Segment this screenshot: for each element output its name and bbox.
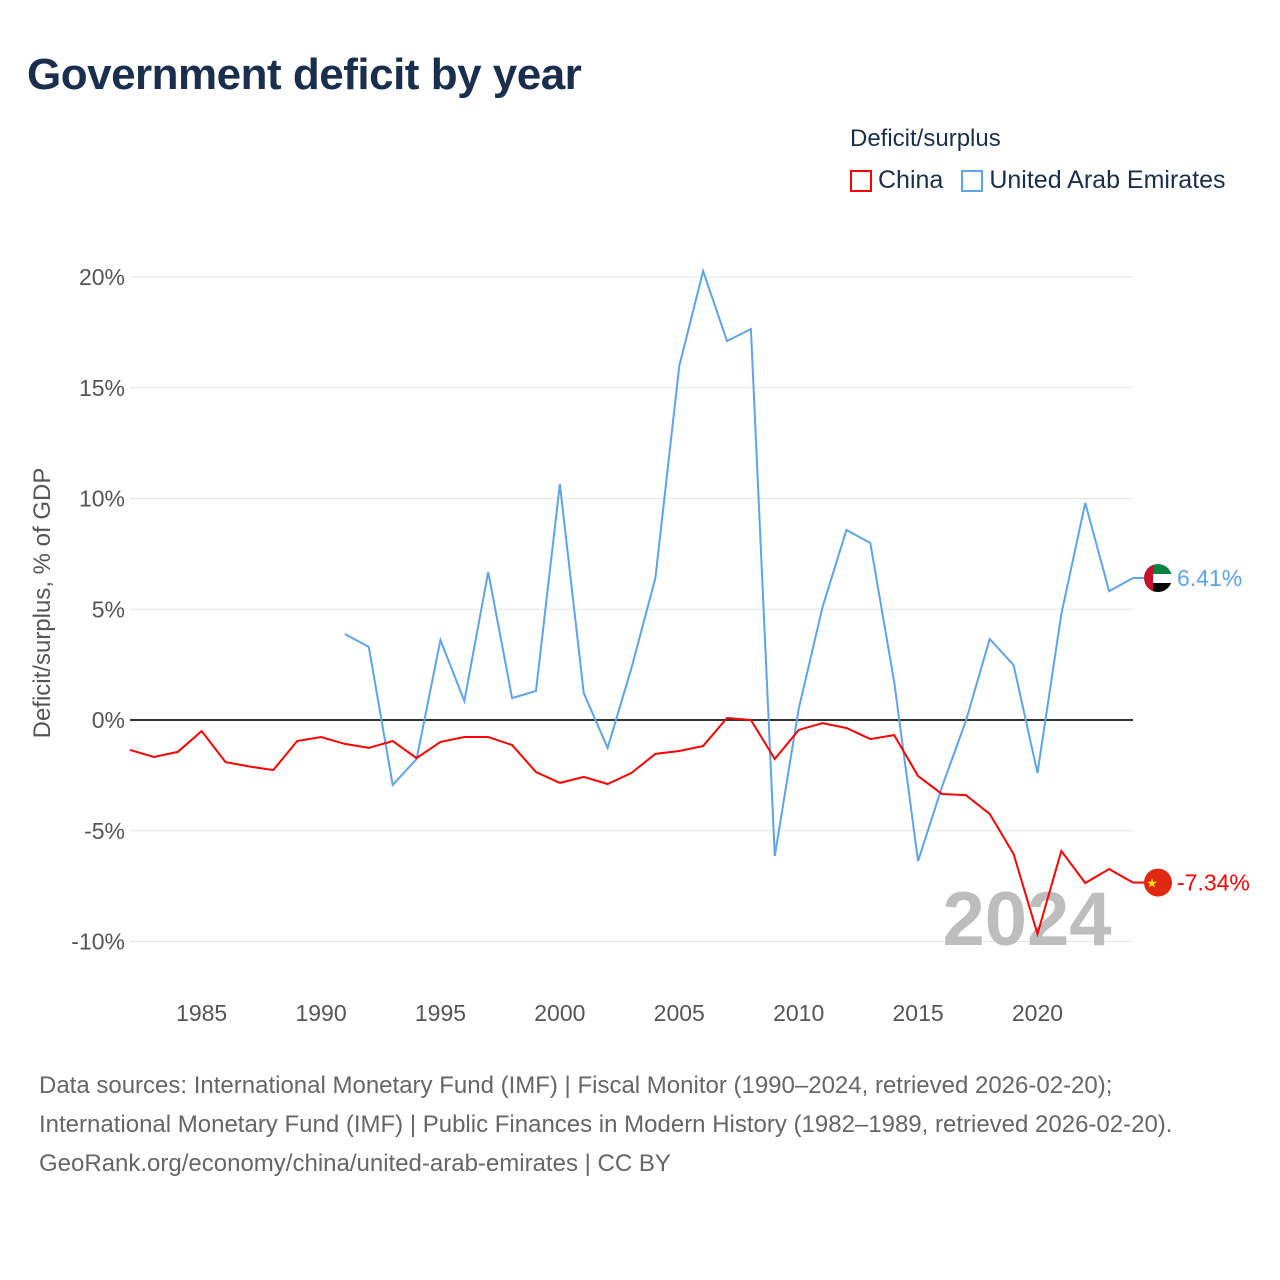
series-line-united-arab-emirates bbox=[344, 267, 1134, 862]
end-value-label: -7.34% bbox=[1177, 870, 1250, 896]
legend-item-uae[interactable]: United Arab Emirates bbox=[961, 166, 1226, 195]
x-tick-label: 2005 bbox=[654, 1000, 705, 1026]
legend-label: China bbox=[878, 166, 944, 194]
y-tick-label: 15% bbox=[79, 375, 125, 401]
y-tick-label: -10% bbox=[71, 929, 125, 955]
series-line-china bbox=[129, 716, 1134, 938]
legend-label: United Arab Emirates bbox=[989, 166, 1226, 194]
flag-stripe bbox=[1144, 574, 1172, 584]
y-tick-label: 20% bbox=[79, 264, 125, 290]
flag-stripe bbox=[1144, 564, 1172, 575]
legend-swatch-china bbox=[850, 169, 872, 192]
y-axis-label: Deficit/surplus, % of GDP bbox=[29, 468, 56, 739]
end-value-label: 6.41% bbox=[1177, 565, 1242, 591]
x-tick-label: 2020 bbox=[1012, 1000, 1063, 1026]
china-flag-icon bbox=[1144, 868, 1172, 897]
legend-swatch-uae bbox=[961, 169, 984, 192]
y-tick-label: -5% bbox=[84, 818, 125, 844]
legend-title: Deficit/surplus bbox=[850, 125, 1001, 152]
y-tick-label: 5% bbox=[92, 596, 125, 622]
year-watermark: 2024 bbox=[942, 877, 1111, 962]
data-sources: Data sources: International Monetary Fun… bbox=[39, 1072, 1173, 1138]
page-title: Government deficit by year bbox=[27, 50, 582, 99]
x-tick-label: 2000 bbox=[534, 1000, 585, 1026]
legend-item-china[interactable]: China bbox=[850, 166, 943, 195]
y-tick-label: 10% bbox=[79, 486, 125, 512]
flag-stripe bbox=[1144, 564, 1153, 593]
flag-star: ★ bbox=[1146, 876, 1158, 891]
y-tick-label: 0% bbox=[92, 707, 125, 733]
x-tick-label: 1990 bbox=[295, 1000, 346, 1026]
x-tick-label: 1995 bbox=[415, 1000, 466, 1026]
credit-link[interactable]: GeoRank.org/economy/china/united-arab-em… bbox=[39, 1150, 671, 1177]
uae-flag-icon bbox=[1144, 564, 1172, 593]
legend: China United Arab Emirates bbox=[850, 166, 1226, 195]
x-tick-label: 2015 bbox=[892, 1000, 943, 1026]
x-tick-label: 1985 bbox=[176, 1000, 227, 1026]
footer: Data sources: International Monetary Fun… bbox=[39, 1066, 1239, 1183]
x-tick-label: 2010 bbox=[773, 1000, 824, 1026]
flag-stripe bbox=[1144, 583, 1172, 593]
